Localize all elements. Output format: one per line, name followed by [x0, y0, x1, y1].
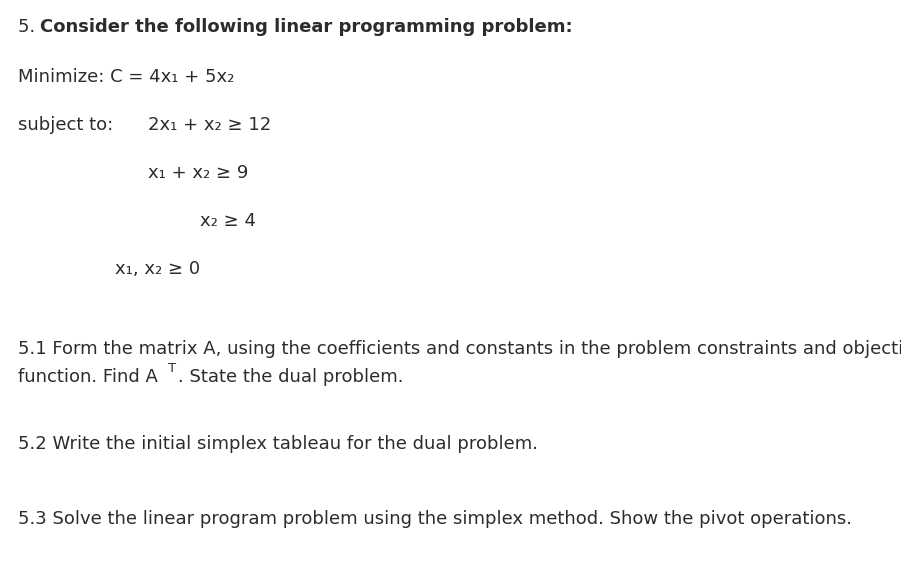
Text: Consider the following linear programming problem:: Consider the following linear programmin…: [40, 18, 573, 36]
Text: 5.: 5.: [18, 18, 41, 36]
Text: x₁, x₂ ≥ 0: x₁, x₂ ≥ 0: [115, 260, 200, 278]
Text: T: T: [168, 362, 176, 375]
Text: function. Find A: function. Find A: [18, 368, 158, 386]
Text: 2x₁ + x₂ ≥ 12: 2x₁ + x₂ ≥ 12: [148, 116, 271, 134]
Text: 5.1 Form the matrix A, using the coefficients and constants in the problem const: 5.1 Form the matrix A, using the coeffic…: [18, 340, 901, 358]
Text: Minimize: C = 4x₁ + 5x₂: Minimize: C = 4x₁ + 5x₂: [18, 68, 234, 86]
Text: 5.3 Solve the linear program problem using the simplex method. Show the pivot op: 5.3 Solve the linear program problem usi…: [18, 510, 852, 528]
Text: . State the dual problem.: . State the dual problem.: [178, 368, 404, 386]
Text: 5.2 Write the initial simplex tableau for the dual problem.: 5.2 Write the initial simplex tableau fo…: [18, 435, 538, 453]
Text: x₂ ≥ 4: x₂ ≥ 4: [200, 212, 256, 230]
Text: subject to:: subject to:: [18, 116, 114, 134]
Text: x₁ + x₂ ≥ 9: x₁ + x₂ ≥ 9: [148, 164, 249, 182]
